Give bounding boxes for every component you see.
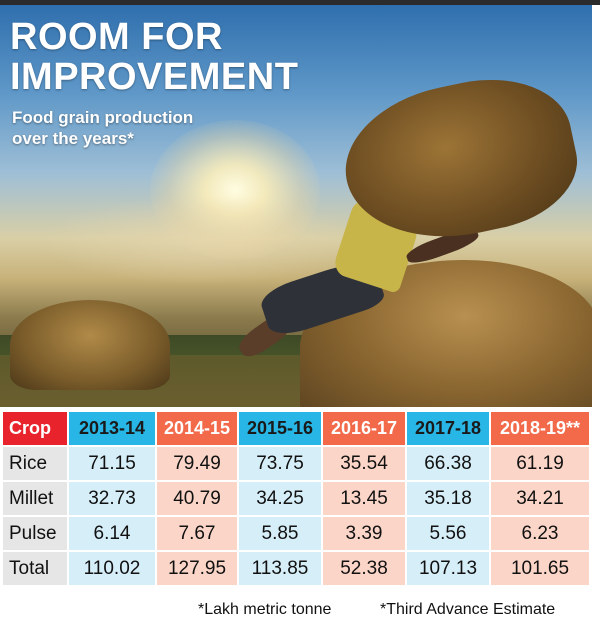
- row-label: Millet: [3, 482, 67, 515]
- subtitle: Food grain production over the years*: [12, 107, 193, 149]
- column-header: 2014-15: [157, 412, 237, 445]
- haystack-left: [10, 300, 170, 390]
- page-title: ROOM FOR IMPROVEMENT: [10, 17, 298, 97]
- table-cell: 113.85: [239, 552, 321, 585]
- table-cell: 34.21: [491, 482, 589, 515]
- subtitle-line-2: over the years*: [12, 129, 134, 148]
- column-header: Crop: [3, 412, 67, 445]
- column-header: 2017-18: [407, 412, 489, 445]
- table-cell: 79.49: [157, 447, 237, 480]
- table-cell: 61.19: [491, 447, 589, 480]
- table-cell: 52.38: [323, 552, 405, 585]
- table-cell: 6.23: [491, 517, 589, 550]
- table-cell: 7.67: [157, 517, 237, 550]
- table-cell: 3.39: [323, 517, 405, 550]
- table-cell: 101.65: [491, 552, 589, 585]
- table-cell: 107.13: [407, 552, 489, 585]
- column-header: 2015-16: [239, 412, 321, 445]
- table-cell: 6.14: [69, 517, 155, 550]
- column-header: 2016-17: [323, 412, 405, 445]
- table-row: Pulse 6.14 7.67 5.85 3.39 5.56 6.23: [3, 517, 589, 550]
- title-line-2: IMPROVEMENT: [10, 56, 299, 98]
- production-table: Crop 2013-14 2014-15 2015-16 2016-17 201…: [1, 410, 591, 587]
- table-cell: 35.18: [407, 482, 489, 515]
- table-cell: 32.73: [69, 482, 155, 515]
- column-header: 2013-14: [69, 412, 155, 445]
- table-row: Rice 71.15 79.49 73.75 35.54 66.38 61.19: [3, 447, 589, 480]
- table-row: Total 110.02 127.95 113.85 52.38 107.13 …: [3, 552, 589, 585]
- row-label: Total: [3, 552, 67, 585]
- footnote-estimate: *Third Advance Estimate: [380, 601, 556, 618]
- table-header-row: Crop 2013-14 2014-15 2015-16 2016-17 201…: [3, 412, 589, 445]
- table-cell: 71.15: [69, 447, 155, 480]
- row-label: Rice: [3, 447, 67, 480]
- table-cell: 110.02: [69, 552, 155, 585]
- footnote-unit: *Lakh metric tonne: [198, 601, 332, 618]
- table-cell: 127.95: [157, 552, 237, 585]
- table-cell: 5.56: [407, 517, 489, 550]
- table-cell: 40.79: [157, 482, 237, 515]
- table-cell: 66.38: [407, 447, 489, 480]
- footnotes: *Lakh metric tonne *Third Advance Estima…: [0, 597, 592, 623]
- title-line-1: ROOM FOR: [10, 16, 223, 58]
- table-cell: 73.75: [239, 447, 321, 480]
- table-cell: 34.25: [239, 482, 321, 515]
- top-border: [0, 0, 600, 5]
- table-cell: 5.85: [239, 517, 321, 550]
- row-label: Pulse: [3, 517, 67, 550]
- table-cell: 13.45: [323, 482, 405, 515]
- table-cell: 35.54: [323, 447, 405, 480]
- table-row: Millet 32.73 40.79 34.25 13.45 35.18 34.…: [3, 482, 589, 515]
- subtitle-line-1: Food grain production: [12, 108, 194, 127]
- harvest-photo: ROOM FOR IMPROVEMENT Food grain producti…: [0, 5, 592, 407]
- column-header: 2018-19**: [491, 412, 589, 445]
- cloud: [40, 195, 360, 285]
